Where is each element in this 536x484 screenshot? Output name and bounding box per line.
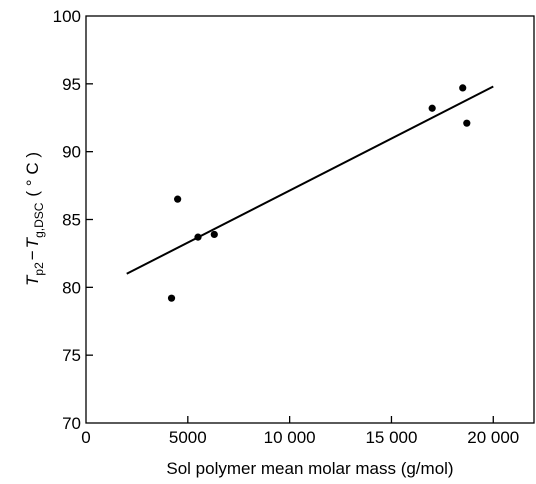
data-point: [459, 84, 467, 92]
x-axis-ticks: 0 5000 10 000 15 000 20 000: [81, 416, 519, 447]
x-tick-label: 10 000: [264, 428, 316, 447]
y-axis-label: Tp2 − Tg,DSC ( ° C ): [23, 152, 46, 286]
data-point: [167, 294, 176, 302]
y-axis-ticks: 70 75 80 85 90 95 100: [53, 7, 93, 433]
data-point: [174, 195, 182, 203]
y-label-minus: −: [23, 250, 42, 260]
x-tick-label: 5000: [169, 428, 207, 447]
y-tick-label: 100: [53, 7, 81, 26]
y-tick-label: 75: [62, 346, 81, 365]
y-label-t1: T: [23, 274, 42, 286]
y-label-t2-sub: g,DSC: [32, 202, 46, 238]
y-tick-label: 70: [62, 414, 81, 433]
y-label-t1-sub: p2: [32, 262, 46, 276]
x-tick-label: 0: [81, 428, 90, 447]
fit-line: [126, 85, 494, 275]
y-tick-label: 85: [62, 211, 81, 230]
data-points: [167, 84, 471, 302]
fit-line-group: [126, 85, 494, 275]
y-tick-label: 90: [62, 143, 81, 162]
y-label-unit: ( ° C ): [23, 152, 42, 197]
x-tick-label: 20 000: [467, 428, 519, 447]
x-axis-label: Sol polymer mean molar mass (g/mol): [166, 459, 453, 478]
data-point: [210, 230, 218, 239]
y-label-t2: T: [23, 236, 42, 248]
data-point: [194, 233, 202, 241]
x-tick-label: 15 000: [365, 428, 417, 447]
y-tick-label: 95: [62, 75, 81, 94]
y-tick-label: 80: [62, 278, 81, 297]
data-point: [428, 104, 436, 112]
plot-frame: [85, 15, 535, 424]
data-point: [463, 119, 471, 127]
